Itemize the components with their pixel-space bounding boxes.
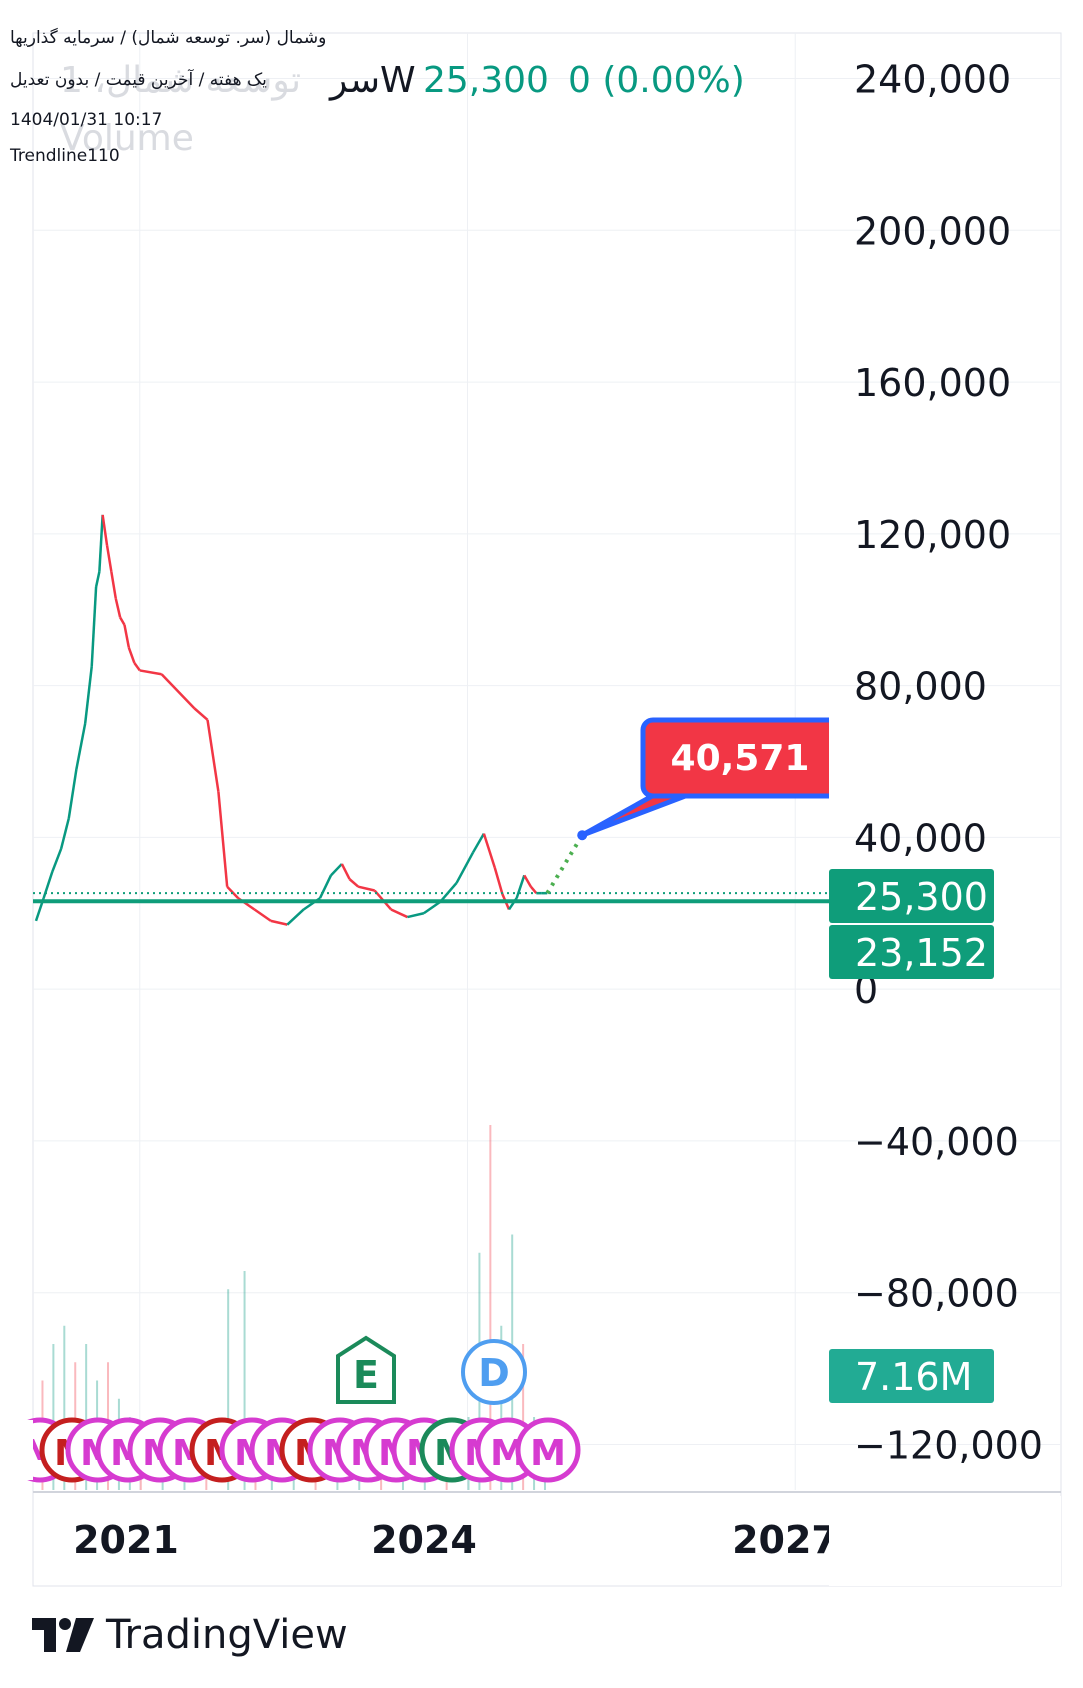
callout-value: 40,571 xyxy=(671,738,810,779)
header-symbol-line: وشمال (سر. توسعه شمال) / سرمایه گذاریها xyxy=(10,28,327,48)
price-segment xyxy=(523,874,532,888)
overlays: 40,571EDMMMMMMMMMMMMMMMMMM xyxy=(0,716,859,1483)
x-tick-label: 2024 xyxy=(371,1518,477,1562)
plot-area[interactable] xyxy=(32,32,1062,1587)
last-price-label: 25,300 xyxy=(855,875,988,919)
price-segment xyxy=(340,863,351,880)
price-segment xyxy=(330,863,343,877)
y-tick-label: −40,000 xyxy=(854,1120,1019,1164)
volume-bar xyxy=(63,1325,66,1490)
price-segment xyxy=(206,719,220,793)
price-segment xyxy=(318,874,333,899)
earnings-marker-shape xyxy=(336,1335,396,1404)
price-segment xyxy=(94,571,101,588)
ticker-price: 25,300 xyxy=(423,60,549,101)
y-tick-label: 240,000 xyxy=(854,58,1011,102)
price-segment xyxy=(133,662,141,672)
price-segment xyxy=(286,908,305,926)
price-segment xyxy=(529,885,538,894)
price-segment xyxy=(90,586,98,667)
price-segment xyxy=(119,616,126,626)
y-tick-label: 160,000 xyxy=(854,361,1011,405)
x-tick-label: 2021 xyxy=(73,1518,179,1562)
x-tick-label: 2027 xyxy=(732,1518,838,1562)
brand[interactable]: TradingView xyxy=(32,1612,348,1658)
ticker-symbol: سرW xyxy=(330,60,416,101)
price-segment xyxy=(515,874,526,899)
y-tick-label: 200,000 xyxy=(854,209,1011,253)
header-author: Trendline110 xyxy=(10,146,120,166)
volume-bar xyxy=(500,1325,503,1490)
price-segment xyxy=(98,514,104,572)
header-timestamp: 1404/01/31 10:17 xyxy=(10,110,163,130)
price-segment xyxy=(357,885,375,892)
price-segment xyxy=(83,666,93,724)
header-timeframe-line: یک هفته / آخرین قیمت / بدون تعدیل xyxy=(10,70,267,90)
volume-bar xyxy=(489,1125,492,1490)
price-segment xyxy=(390,908,408,919)
y-tick-label: 80,000 xyxy=(854,665,987,709)
price-series xyxy=(34,514,548,926)
price-segment xyxy=(407,912,425,919)
dividend-marker-letter: D xyxy=(478,1351,510,1395)
price-segment xyxy=(101,514,109,546)
last-price-box xyxy=(829,869,994,923)
price-segment xyxy=(127,647,136,664)
volume-bar xyxy=(85,1344,88,1490)
forecast-line xyxy=(545,834,584,895)
price-segment xyxy=(75,723,87,770)
time-axis-mask xyxy=(829,1496,1061,1586)
price-segment xyxy=(139,669,162,676)
dividend-marker-shape xyxy=(461,1339,527,1405)
price-segment xyxy=(482,833,497,869)
earnings-marker-letter: E xyxy=(353,1353,379,1397)
y-tick-label: 40,000 xyxy=(854,816,987,860)
volume-ghost-text: Volume xyxy=(60,118,194,159)
price-segment xyxy=(193,707,209,721)
meeting-marker xyxy=(515,1417,581,1483)
ticker-ghost-text: توسعه شمال، 1 xyxy=(60,60,301,101)
time-axis[interactable]: 2021 2024 2027 xyxy=(33,1491,1061,1586)
tradingview-logo-icon xyxy=(32,1618,94,1652)
trendline-price-label: 23,152 xyxy=(855,931,988,975)
marker-mask xyxy=(0,1420,33,1480)
price-segment xyxy=(105,545,113,572)
price-segment xyxy=(217,791,229,887)
meeting-marker-letter: M xyxy=(530,1433,566,1474)
trendline-price-box xyxy=(829,925,994,979)
price-segment xyxy=(471,832,485,854)
price-segment xyxy=(270,919,288,926)
volume-bar xyxy=(522,1344,525,1490)
price-axis[interactable]: 240,000 200,000 160,000 120,000 80,000 40,000… xyxy=(829,58,1043,1468)
callout-mask xyxy=(829,716,859,800)
price-segment xyxy=(59,818,70,850)
price-segment xyxy=(493,867,504,895)
y-tick-label: −80,000 xyxy=(854,1272,1019,1316)
y-tick-label: −120,000 xyxy=(854,1423,1043,1467)
brand-name: TradingView xyxy=(106,1612,348,1658)
price-segment xyxy=(455,851,475,884)
volume-bar xyxy=(52,1344,55,1490)
price-segment xyxy=(123,624,131,648)
price-segment xyxy=(423,900,441,915)
volume-bar xyxy=(227,1289,230,1490)
volume-bar xyxy=(243,1271,246,1490)
price-segment xyxy=(253,908,272,922)
price-segment xyxy=(67,768,78,819)
volume-value-box xyxy=(829,1349,994,1403)
price-segment xyxy=(110,571,117,599)
price-segment xyxy=(114,598,122,618)
ticker-change: 0 (0.00%) xyxy=(568,60,745,101)
price-segment xyxy=(51,848,63,872)
y-tick-label: 120,000 xyxy=(854,513,1011,557)
price-segment xyxy=(160,673,196,710)
price-segment xyxy=(348,878,360,888)
volume-value-label: 7.16M xyxy=(855,1355,972,1399)
